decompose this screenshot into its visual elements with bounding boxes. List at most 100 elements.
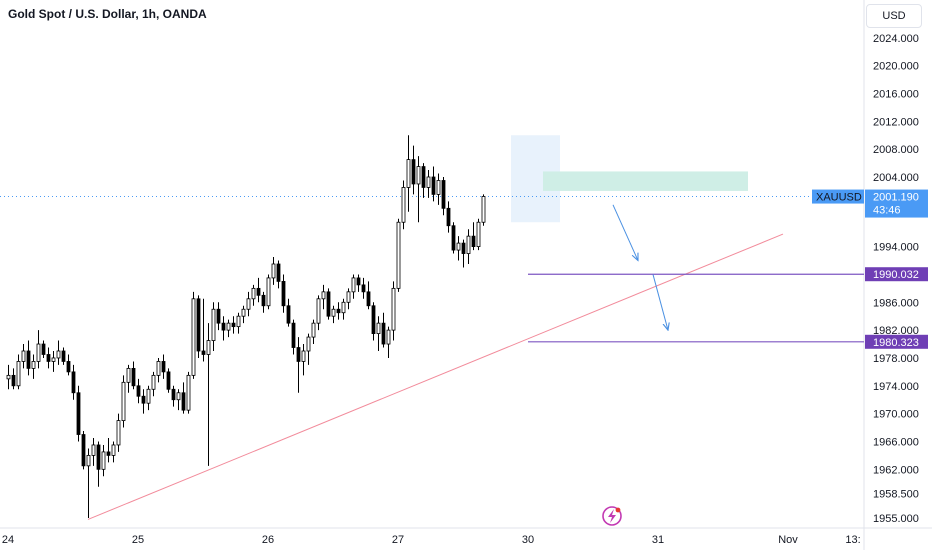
candle-body-up	[206, 340, 211, 355]
candle-body-down	[256, 287, 261, 296]
candle-body-up	[6, 374, 11, 380]
trendline[interactable]	[87, 233, 784, 520]
candle	[11, 368, 16, 390]
time-tick-label: 30	[522, 534, 534, 546]
candle-body-up	[56, 350, 61, 359]
candles	[6, 135, 486, 519]
candle	[356, 274, 361, 292]
candle-body-down	[181, 392, 186, 411]
candle-body-up	[191, 298, 196, 376]
candle	[121, 375, 126, 428]
candle	[426, 170, 431, 198]
candle-body-up	[406, 159, 411, 188]
candle-body-down	[356, 277, 361, 286]
candle-body-up	[341, 301, 346, 314]
candle-body-up	[101, 451, 106, 470]
candle	[216, 302, 221, 331]
candle	[381, 312, 386, 348]
candle	[56, 340, 61, 365]
candle	[246, 291, 251, 317]
candle-body-down	[221, 322, 226, 331]
candle-body-up	[331, 308, 336, 317]
candle	[316, 295, 321, 331]
candle-body-up	[111, 444, 116, 456]
candle	[151, 371, 156, 397]
symbol-label: XAUUSD	[816, 192, 862, 204]
candle	[421, 163, 426, 198]
candle-body-up	[51, 357, 56, 362]
candle-body-up	[91, 444, 96, 456]
candle-body-down	[281, 280, 286, 307]
candle-body-up	[146, 388, 151, 404]
candle	[396, 218, 401, 292]
candle-body-down	[166, 371, 171, 390]
candle	[176, 389, 181, 411]
candle	[146, 385, 151, 411]
candle	[256, 277, 261, 303]
candle-body-up	[476, 221, 481, 248]
price-tick-label: 1966.000	[873, 436, 919, 448]
time-tick-label: Nov	[778, 534, 798, 546]
lightning-icon[interactable]	[602, 506, 622, 526]
candle-body-up	[426, 176, 431, 188]
candle-body-up	[416, 166, 421, 185]
candle	[271, 257, 276, 285]
candle-body-down	[66, 361, 71, 373]
price-tick-label: 2016.000	[873, 88, 919, 100]
candle	[326, 288, 331, 320]
projection-arrow[interactable]	[612, 204, 638, 261]
candle-body-up	[386, 329, 391, 345]
price-tick-label: 2012.000	[873, 116, 919, 128]
candle	[161, 354, 166, 379]
candle	[126, 364, 131, 393]
candle-body-down	[41, 343, 46, 355]
time-tick-label: 26	[262, 534, 274, 546]
currency-button[interactable]: USD	[866, 4, 922, 28]
candle-body-up	[241, 308, 246, 317]
price-tick-label: 1978.000	[873, 353, 919, 365]
candle-body-up	[401, 187, 406, 223]
candle-body-down	[451, 225, 456, 251]
candle-body-down	[161, 361, 166, 373]
price-tick-label: 2004.000	[873, 172, 919, 184]
candle	[456, 236, 461, 261]
candle-body-down	[336, 308, 341, 314]
level-label-bg	[865, 334, 928, 349]
candle-body-down	[471, 235, 476, 248]
candle	[201, 298, 206, 362]
price-tick-label: 1974.000	[873, 381, 919, 393]
candle	[446, 201, 451, 233]
candle-body-up	[481, 196, 486, 223]
candle	[476, 218, 481, 251]
candle	[31, 354, 36, 379]
candle	[341, 298, 346, 320]
candle-body-down	[461, 242, 466, 254]
candle-body-up	[246, 298, 251, 310]
candle	[21, 344, 26, 369]
candle	[301, 344, 306, 376]
candle	[221, 316, 226, 341]
projection-arrow[interactable]	[652, 274, 668, 330]
candle-body-down	[381, 322, 386, 345]
candle-body-up	[436, 180, 441, 195]
price-tick-label: 1970.000	[873, 409, 919, 421]
candle	[411, 145, 416, 195]
candle-body-up	[236, 315, 241, 328]
price-tick-label: 1962.000	[873, 464, 919, 476]
candle-body-up	[251, 287, 256, 300]
candle	[16, 354, 21, 390]
candle-body-up	[21, 350, 26, 362]
candle-body-down	[46, 354, 51, 362]
level-label: 1980.323	[873, 337, 919, 349]
candle	[241, 305, 246, 324]
supply-zone[interactable]	[543, 171, 748, 191]
candle	[281, 274, 286, 313]
candle-body-down	[131, 367, 136, 387]
candle-body-down	[446, 207, 451, 227]
candle-body-up	[36, 343, 41, 362]
candle-body-down	[76, 392, 81, 435]
time-tick-label: 24	[2, 534, 14, 546]
candle	[296, 337, 301, 393]
candle-body-up	[16, 361, 21, 387]
